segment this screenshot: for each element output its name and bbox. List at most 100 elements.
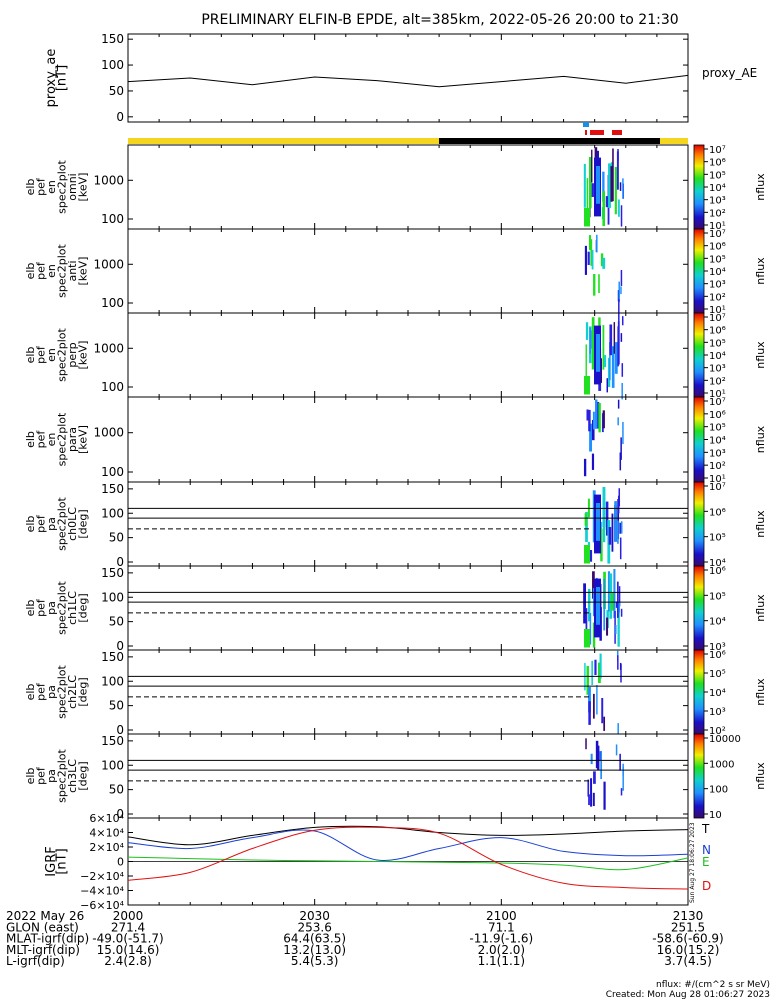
en_perp-colorbar-tick-label: 10⁵ bbox=[709, 338, 726, 349]
en_anti-data-cell bbox=[598, 274, 600, 294]
en_para-ylabel-line: [keV] bbox=[76, 425, 89, 454]
pa_ch3-data-cell bbox=[592, 792, 595, 807]
x-axis-row-value: 2.0(2.0) bbox=[478, 943, 526, 957]
pa_ch0-data-cell bbox=[584, 545, 590, 564]
proxy-ae-line bbox=[127, 74, 689, 88]
en_omni-data-cell bbox=[602, 191, 606, 227]
pa_ch3-data-cell bbox=[620, 788, 623, 796]
pa_ch3-ytick-label: 150 bbox=[101, 734, 124, 748]
pa_ch0-ylabel-line: ch0LC bbox=[66, 507, 79, 541]
en_perp-ylabel-line: pef bbox=[34, 345, 47, 364]
pa_ch3-colorbar-tick-label: 10 bbox=[709, 810, 722, 821]
pa_ch0-colorbar-label: nflux bbox=[754, 510, 767, 538]
igrf-series-label: N bbox=[702, 843, 711, 857]
pa_ch3-colorbar-tick-label: 1000 bbox=[709, 759, 734, 770]
pa_ch2-ytick-label: 150 bbox=[101, 650, 124, 664]
en_anti-data-cell bbox=[591, 249, 594, 270]
pa_ch1-colorbar-tick-label: 10⁵ bbox=[709, 591, 726, 602]
en_perp-data-cell bbox=[584, 376, 590, 395]
pa_ch0-data-cell bbox=[619, 522, 621, 534]
pa_ch3-data-cell bbox=[587, 779, 590, 797]
pa_ch2-colorbar-tick-label: 10⁴ bbox=[709, 688, 726, 699]
en_omni-colorbar-tick-label: 10³ bbox=[709, 196, 726, 207]
en_perp-data-cell bbox=[609, 342, 611, 381]
pa_ch2-data-cell bbox=[588, 701, 591, 725]
en_perp-ylabel-line: en bbox=[45, 348, 58, 362]
proxy-ae-ytick-label: 100 bbox=[101, 58, 124, 72]
en_omni-ylabel-line: omni bbox=[66, 173, 79, 200]
en_perp-data-cell bbox=[621, 363, 624, 377]
x-axis-row-value: 2030 bbox=[299, 909, 330, 923]
en_anti-colorbar-tick-label: 10³ bbox=[709, 280, 726, 291]
pa_ch3-colorbar-tick-label: 100 bbox=[709, 785, 728, 796]
en_para-colorbar bbox=[693, 396, 705, 483]
pa_ch2-data-cell bbox=[599, 653, 602, 679]
pa_ch2-colorbar-tick-label: 10² bbox=[709, 726, 726, 737]
pa_ch2-ylabel-line: spec2plot bbox=[55, 665, 68, 719]
pa_ch1-data-cell bbox=[609, 573, 613, 619]
en_perp-ylabel-line: spec2plot bbox=[55, 328, 68, 382]
en_omni-data-cell bbox=[618, 199, 620, 217]
pa_ch1-ylabel-line: ch1LC bbox=[66, 591, 79, 625]
pa_ch2-ytick-label: 50 bbox=[109, 699, 124, 713]
pa_ch0-colorbar-tick-label: 10⁶ bbox=[709, 507, 726, 518]
en_perp-colorbar-tick-label: 10⁴ bbox=[709, 351, 726, 362]
en_omni-ylabel-line: en bbox=[45, 180, 58, 194]
x-axis-row-value: 16.0(15.2) bbox=[657, 943, 720, 957]
proxy-ae-legend: proxy_AE bbox=[702, 66, 757, 80]
en_omni-data-cell bbox=[605, 196, 609, 208]
x-axis-row-value: -11.9(-1.6) bbox=[469, 932, 533, 946]
en_perp-data-cell bbox=[617, 321, 620, 365]
en_omni-colorbar-tick-label: 10² bbox=[709, 208, 726, 219]
pa_ch2-data-cell bbox=[594, 659, 597, 676]
en_perp-data-cell bbox=[604, 355, 607, 368]
pa_ch3-ytick-label: 0 bbox=[116, 807, 124, 821]
pa_ch1-ylabel-line: [deg] bbox=[76, 593, 89, 622]
science-zone-marker bbox=[612, 130, 622, 135]
pa_ch0-data-cell bbox=[585, 511, 588, 543]
pa_ch2-data-cell bbox=[603, 716, 606, 731]
en_omni-data-cell bbox=[616, 151, 619, 190]
pa_ch2-data-cell bbox=[619, 662, 622, 670]
en_perp-colorbar-tick-label: 10⁶ bbox=[709, 326, 726, 337]
en_para-ytick-label: 100 bbox=[101, 465, 124, 479]
pa_ch0-data-cell bbox=[617, 520, 619, 544]
x-axis-row-value: 3.7(4.5) bbox=[664, 954, 712, 968]
created-note: Created: Mon Aug 28 01:06:27 2023 bbox=[606, 990, 770, 1000]
pa_ch2-ylabel-line: pef bbox=[34, 682, 47, 701]
en_para-colorbar-label: nflux bbox=[754, 425, 767, 453]
pa_ch0-ytick-label: 50 bbox=[109, 531, 124, 545]
pa_ch2-ylabel-line: pa bbox=[45, 685, 58, 699]
x-axis-row-value: 271.4 bbox=[111, 920, 145, 934]
en_para-data-cell bbox=[617, 399, 620, 409]
en_para-frame bbox=[127, 396, 689, 483]
pa_ch2-data-cell bbox=[617, 655, 619, 670]
en_para-ylabel-line: para bbox=[66, 427, 79, 452]
en_perp-colorbar bbox=[693, 312, 705, 398]
en_para-data-cell bbox=[602, 410, 605, 429]
pa_ch0-colorbar-tick-label: 10⁷ bbox=[709, 482, 726, 493]
en_anti-colorbar-tick-label: 10¹ bbox=[709, 305, 726, 316]
pa_ch2-ytick-label: 0 bbox=[116, 723, 124, 737]
en_para-data-cell bbox=[619, 452, 622, 471]
igrf-ytick-label: −4×10⁴ bbox=[80, 885, 124, 898]
pa_ch1-data-cell bbox=[592, 571, 595, 599]
en_anti-ylabel-line: spec2plot bbox=[55, 244, 68, 298]
pa_ch0-data-cell bbox=[618, 488, 621, 507]
pa_ch2-data-cell bbox=[591, 660, 593, 686]
en_anti-data-cell bbox=[602, 257, 606, 269]
en_para-data-cell bbox=[588, 409, 591, 432]
pa_ch2-ytick-label: 100 bbox=[101, 674, 124, 688]
en_perp-data-cell bbox=[585, 322, 589, 340]
en_omni-colorbar-tick-label: 10¹ bbox=[709, 221, 726, 232]
panel-en-anti: 1001000elbpefenspec2plotanti[keV]10¹10²1… bbox=[24, 228, 767, 322]
en_anti-data-cell bbox=[593, 273, 596, 296]
en_perp-data-cell bbox=[606, 378, 608, 393]
pa_ch1-colorbar-tick-label: 10⁴ bbox=[709, 617, 726, 628]
pa_ch2-data-cell bbox=[596, 685, 598, 715]
pa_ch3-data-cell bbox=[603, 781, 606, 810]
